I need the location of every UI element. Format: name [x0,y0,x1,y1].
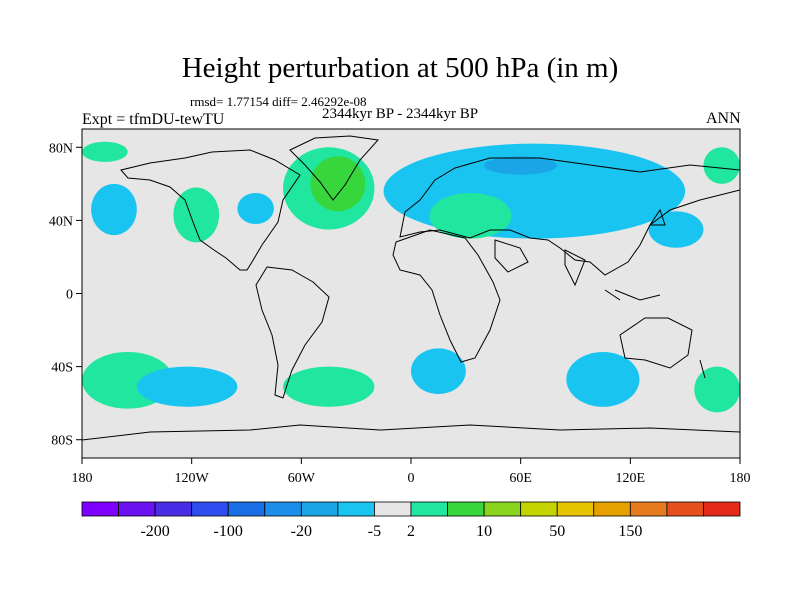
colorbar-box [483,501,522,517]
coastlines [82,135,740,441]
y-tick-label: 0 [66,288,73,303]
coast-africa [392,229,501,363]
rmsd-diff-stats: rmsd= 1.77154 diff= 2.46292e-08 [190,94,367,109]
season-label: ANN [706,110,741,127]
colorbar-box [81,501,119,517]
x-tick-label: 0 [408,471,415,486]
colorbar-box [374,501,412,517]
colorbar-label: 10 [476,523,492,540]
coast-south-america [255,266,330,399]
x-tick-label: 60E [509,471,532,486]
colorbar-label: -5 [368,523,381,540]
colorbar-box [118,501,156,517]
colorbar-label: -200 [140,523,169,540]
colorbar-label: -100 [214,523,243,540]
colorbar-box [629,501,668,517]
coast-greenland [289,135,379,201]
colorbar-box [410,501,448,517]
colorbar-box [447,501,485,517]
colorbar-box [154,501,193,517]
coast-north-america [120,149,301,271]
colorbar-box [227,501,266,517]
coast-arabia-india [494,239,586,287]
anomaly-region-14 [283,366,375,407]
colorbar-label: 50 [549,523,565,540]
x-tick-label: 60W [288,471,316,486]
colorbar-box [337,501,375,517]
coast-antarctica [82,424,740,441]
x-tick-label: 120E [616,471,646,486]
anomaly-region-16 [566,351,640,407]
y-tick-label: 80N [49,141,73,156]
anomaly-region-3 [91,183,137,236]
colorbar-label: 150 [618,523,642,540]
anomaly-region-1 [82,141,128,162]
colorbar-box [264,501,302,517]
y-tick-label: 80S [51,434,73,449]
anomaly-region-11 [703,147,740,184]
anomaly-region-17 [694,366,740,413]
colorbar-box [556,501,595,517]
anomaly-region-10 [648,211,704,248]
plot-title: Height perturbation at 500 hPa (in m) [181,52,619,84]
x-tick-label: 180 [72,471,93,486]
anomaly-region-13 [136,366,238,407]
anomaly-region-2 [173,187,220,243]
period-label: 2344kyr BP - 2344kyr BP [322,106,479,122]
anomaly-region-6 [310,156,366,212]
anomaly-region-9 [429,192,512,239]
coast-australia [619,317,693,369]
colorbar-box [593,501,631,517]
x-tick-label: 180 [730,471,751,486]
anomaly-region-15 [411,348,466,395]
colorbar-box [666,501,704,517]
y-tick-label: 40S [51,361,73,376]
colorbar-box [300,501,339,517]
y-tick-label: 40N [49,214,73,229]
anomaly-region-4 [237,192,274,225]
colorbar-box [191,501,229,517]
colorbar-box [520,501,558,517]
colorbar-box [703,501,741,517]
colorbar-label: 2 [407,523,415,540]
anomaly-region-8 [484,156,558,175]
experiment-label: Expt = tfmDU-tewTU [82,111,225,128]
x-tick-label: 120W [175,471,210,486]
colorbar-label: -20 [291,523,312,540]
coast-japan-islands [604,208,706,379]
